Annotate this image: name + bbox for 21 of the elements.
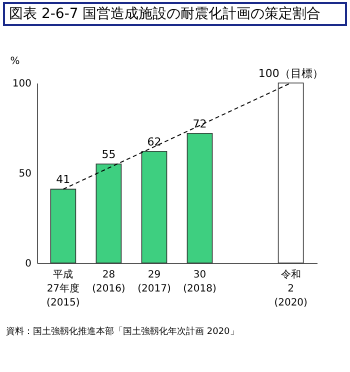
y-tick-label: 50 (18, 168, 32, 180)
y-tick-label: 0 (25, 258, 32, 270)
bar (50, 188, 76, 264)
x-tick-label: 令和 2 (2020) (274, 268, 308, 308)
x-tick-label: 28 (2016) (92, 270, 126, 294)
data-label: 100（目標） (258, 67, 324, 80)
x-tick-label: 平成 27年度 (2015) (46, 268, 80, 308)
chart-title: 図表 2-6-7 国営造成施設の耐震化計画の策定割合 (3, 2, 347, 26)
bar (186, 133, 213, 264)
x-tick-label: 29 (2017) (138, 270, 171, 294)
y-axis-title: % (10, 56, 20, 67)
data-label: 41 (56, 173, 70, 186)
data-label: 62 (147, 135, 162, 148)
x-tick-label: 30 (2018) (183, 270, 216, 294)
y-tick-label: 100 (12, 78, 32, 90)
data-label: 72 (192, 117, 207, 130)
text: 資料：国土強靱化推進本部「国土強靱化年次計画 2020」 (6, 326, 240, 338)
bar (141, 151, 168, 264)
bar (278, 82, 304, 264)
bar (96, 164, 122, 264)
data-label: 55 (102, 148, 116, 161)
